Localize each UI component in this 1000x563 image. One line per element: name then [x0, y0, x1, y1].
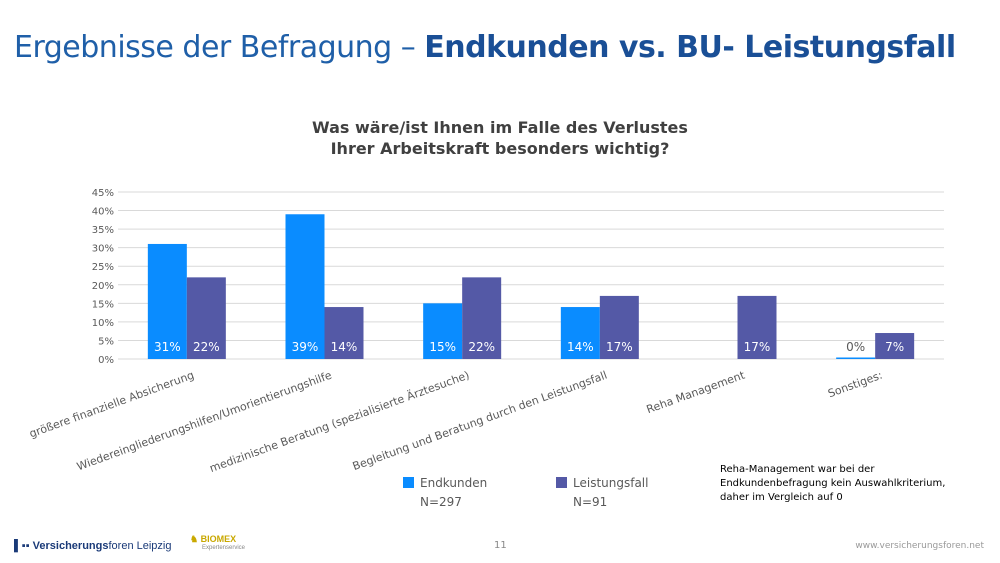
data-label: 0% — [846, 340, 865, 354]
note-line: Endkundenbefragung kein Auswahlkriterium… — [720, 478, 946, 489]
data-label: 14% — [567, 340, 594, 354]
y-tick-label: 5% — [98, 336, 114, 347]
bar-endkunden — [560, 307, 600, 359]
bar-leistungsfall — [186, 277, 226, 359]
data-label: 15% — [429, 340, 456, 354]
y-tick-label: 0% — [98, 355, 114, 366]
x-tick-label: medizinische Beratung (spezialisierte Är… — [208, 369, 471, 475]
x-tick-label: Reha Management — [645, 368, 747, 416]
logo-light: foren Leipzig — [108, 540, 172, 552]
title-light: Ergebnisse der Befragung – — [14, 30, 425, 65]
bar-leistungsfall — [462, 277, 502, 359]
note: Reha-Management war bei der Endkundenbefr… — [720, 463, 945, 505]
logo-bold: Versicherungs — [32, 540, 109, 552]
bar-endkunden — [147, 243, 187, 359]
partner-sub: Expertenservice — [202, 545, 246, 551]
x-tick-label: Wiedereingliederungshilfen/Umorientierun… — [75, 369, 334, 474]
y-tick-label: 20% — [92, 281, 114, 292]
y-tick-label: 15% — [92, 299, 114, 310]
chart-title: Was wäre/ist Ihnen im Falle des Verluste… — [0, 117, 1000, 159]
chart-title-line1: Was wäre/ist Ihnen im Falle des Verluste… — [312, 118, 688, 137]
legend-swatch — [556, 477, 567, 488]
y-tick-label: 35% — [92, 225, 114, 236]
biomex-logo: ♞ BIOMEX Expertenservice — [190, 534, 245, 551]
legend-label: Leistungsfall — [573, 476, 649, 490]
bar-leistungsfall — [599, 295, 639, 359]
data-label: 7% — [885, 340, 904, 354]
y-tick-label: 30% — [92, 244, 114, 255]
website-url: www.versicherungsforen.net — [855, 541, 984, 551]
legend-swatch — [403, 477, 414, 488]
chart-title-line2: Ihrer Arbeitskraft besonders wichtig? — [330, 139, 670, 158]
legend-leistungsfall: Leistungsfall N=91 — [556, 476, 648, 509]
data-label: 17% — [744, 340, 771, 354]
note-line: daher im Vergleich auf 0 — [720, 492, 843, 503]
partner-name: BIOMEX — [200, 534, 237, 544]
x-tick-label: Begleitung und Beratung durch den Leistu… — [351, 369, 609, 473]
note-line: Reha-Management war bei der — [720, 464, 875, 475]
sample-size: N=297 — [420, 495, 462, 509]
data-label: 14% — [331, 340, 358, 354]
y-tick-label: 40% — [92, 207, 114, 218]
title-bold: Endkunden vs. BU- Leistungsfall — [424, 30, 956, 65]
bar-endkunden — [285, 214, 325, 359]
bar-endkunden — [836, 357, 876, 359]
bar-leistungsfall — [324, 307, 364, 359]
data-label: 22% — [193, 340, 220, 354]
bar-endkunden — [423, 303, 463, 359]
page-title: Ergebnisse der Befragung – Endkunden vs.… — [14, 30, 956, 65]
bar-leistungsfall — [875, 333, 915, 359]
y-tick-label: 45% — [92, 188, 114, 199]
legend-endkunden: Endkunden N=297 — [403, 476, 487, 509]
page-number: 11 — [494, 540, 507, 551]
legend-label: Endkunden — [420, 476, 488, 490]
x-tick-label: Sonstiges: — [826, 369, 884, 401]
versicherungsforen-logo: ▌▪▪ Versicherungsforen Leipzig — [14, 540, 171, 552]
data-label: 39% — [292, 340, 319, 354]
y-tick-label: 25% — [92, 262, 114, 273]
data-label: 17% — [606, 340, 633, 354]
sample-size: N=91 — [573, 495, 608, 509]
logo-mark-icon: ▌▪▪ — [14, 540, 33, 552]
data-label: 31% — [154, 340, 181, 354]
data-label: 22% — [468, 340, 495, 354]
biomex-figure-icon: ♞ — [190, 534, 201, 544]
y-tick-label: 10% — [92, 318, 114, 329]
bar-leistungsfall — [737, 295, 777, 359]
